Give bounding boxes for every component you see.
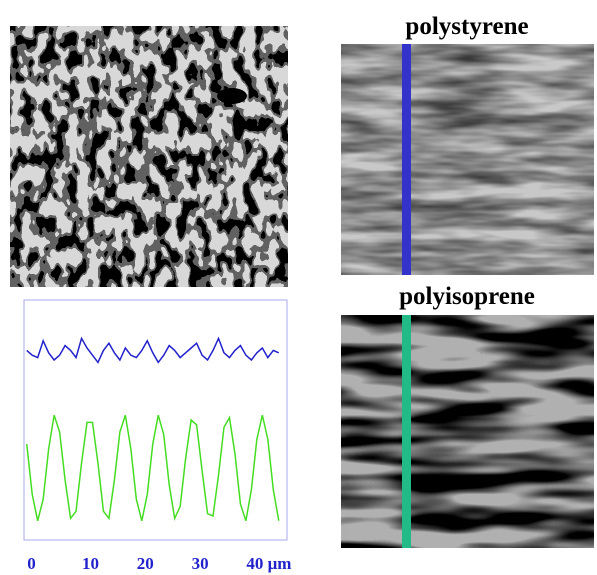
x-tick-label: 30 (192, 554, 209, 573)
x-tick-label: 10 (82, 554, 99, 573)
x-tick-label: 0 (27, 554, 36, 573)
panel-title: polyisoprene (399, 283, 535, 310)
afm-image-overview (10, 26, 288, 287)
figure: polystyrene polyisoprene 0 10 20 30 40 μm (0, 0, 597, 575)
x-tick-label: 40 μm (246, 554, 291, 573)
plot-frame (24, 300, 287, 540)
afm-image-polyisoprene (341, 315, 594, 548)
afm-image-polystyrene (341, 44, 594, 275)
panel-title: polystyrene (405, 13, 528, 40)
x-tick-label: 20 (137, 554, 154, 573)
